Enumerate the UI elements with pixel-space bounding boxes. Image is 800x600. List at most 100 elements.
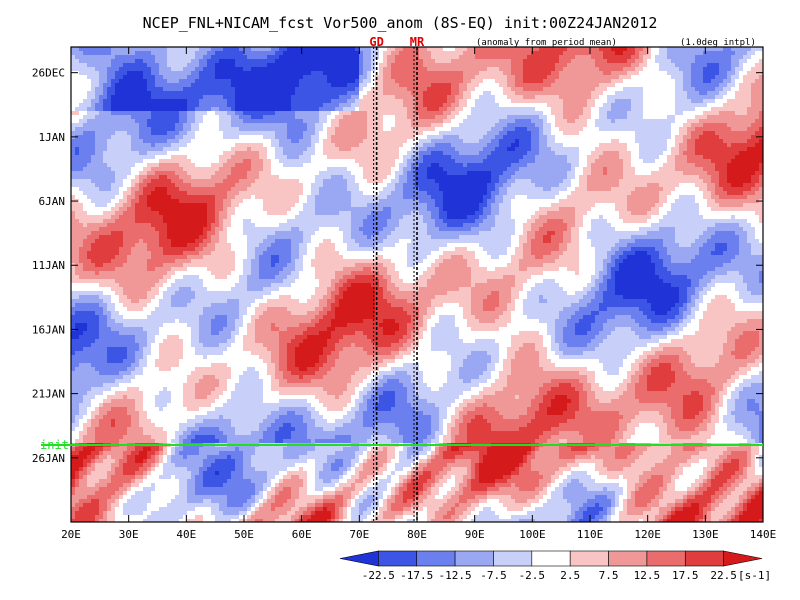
- field-cell: [671, 103, 676, 108]
- field-cell: [367, 55, 372, 60]
- field-cell: [495, 107, 500, 112]
- field-cell: [635, 51, 640, 56]
- field-cell: [251, 99, 256, 104]
- field-cell: [251, 67, 256, 72]
- field-cell: [499, 95, 504, 100]
- field-cell: [671, 51, 676, 56]
- field-cell: [603, 95, 608, 100]
- field-cell: [567, 119, 572, 124]
- field-cell: [99, 47, 104, 52]
- field-cell: [231, 47, 236, 52]
- field-cell: [587, 95, 592, 100]
- field-cell: [603, 55, 608, 60]
- field-cell: [707, 87, 712, 92]
- field-cell: [599, 111, 604, 116]
- field-cell: [311, 75, 316, 80]
- field-cell: [235, 59, 240, 64]
- field-cell: [319, 47, 324, 52]
- field-cell: [439, 51, 444, 56]
- field-cell: [115, 55, 120, 60]
- field-cell: [183, 103, 188, 108]
- field-cell: [755, 79, 760, 84]
- field-cell: [231, 79, 236, 84]
- field-cell: [71, 95, 76, 100]
- field-cell: [255, 91, 260, 96]
- field-cell: [515, 87, 520, 92]
- field-cell: [143, 103, 148, 108]
- field-cell: [299, 91, 304, 96]
- field-cell: [499, 87, 504, 92]
- field-cell: [635, 83, 640, 88]
- field-cell: [747, 67, 752, 72]
- field-cell: [463, 83, 468, 88]
- field-cell: [119, 87, 124, 92]
- field-cell: [395, 111, 400, 116]
- field-cell: [83, 75, 88, 80]
- field-cell: [183, 71, 188, 76]
- field-cell: [543, 111, 548, 116]
- field-cell: [427, 111, 432, 116]
- field-cell: [407, 99, 412, 104]
- field-cell: [495, 75, 500, 80]
- field-cell: [531, 119, 536, 124]
- field-cell: [327, 67, 332, 72]
- field-cell: [203, 95, 208, 100]
- field-cell: [675, 95, 680, 100]
- field-cell: [247, 95, 252, 100]
- field-cell: [479, 95, 484, 100]
- field-cell: [243, 107, 248, 112]
- field-cell: [671, 59, 676, 64]
- field-cell: [339, 47, 344, 52]
- field-cell: [379, 115, 384, 120]
- field-cell: [619, 83, 624, 88]
- field-cell: [663, 91, 668, 96]
- field-cell: [423, 71, 428, 76]
- field-cell: [431, 115, 436, 120]
- field-cell: [599, 107, 604, 112]
- field-cell: [511, 59, 516, 64]
- field-cell: [207, 123, 212, 128]
- field-cell: [439, 91, 444, 96]
- field-cell: [695, 63, 700, 68]
- field-cell: [527, 107, 532, 112]
- field-cell: [515, 75, 520, 80]
- field-cell: [495, 115, 500, 120]
- field-cell: [407, 115, 412, 120]
- field-cell: [515, 99, 520, 104]
- field-cell: [551, 67, 556, 72]
- field-cell: [595, 55, 600, 60]
- field-cell: [387, 71, 392, 76]
- field-cell: [219, 59, 224, 64]
- field-cell: [319, 99, 324, 104]
- field-cell: [627, 63, 632, 68]
- field-cell: [587, 103, 592, 108]
- field-cell: [563, 63, 568, 68]
- field-cell: [239, 91, 244, 96]
- field-cell: [147, 115, 152, 120]
- field-cell: [419, 87, 424, 92]
- field-cell: [619, 59, 624, 64]
- field-cell: [539, 59, 544, 64]
- field-cell: [123, 63, 128, 68]
- field-cell: [715, 51, 720, 56]
- field-cell: [471, 115, 476, 120]
- field-cell: [351, 99, 356, 104]
- field-cell: [631, 119, 636, 124]
- field-cell: [487, 47, 492, 52]
- field-cell: [127, 75, 132, 80]
- field-cell: [391, 75, 396, 80]
- field-cell: [139, 75, 144, 80]
- field-cell: [443, 115, 448, 120]
- field-cell: [467, 87, 472, 92]
- field-cell: [739, 55, 744, 60]
- field-cell: [427, 83, 432, 88]
- field-cell: [451, 95, 456, 100]
- field-cell: [227, 71, 232, 76]
- field-cell: [155, 67, 160, 72]
- field-cell: [595, 115, 600, 120]
- field-cell: [543, 59, 548, 64]
- field-cell: [359, 67, 364, 72]
- field-cell: [735, 107, 740, 112]
- field-cell: [183, 67, 188, 72]
- field-cell: [531, 83, 536, 88]
